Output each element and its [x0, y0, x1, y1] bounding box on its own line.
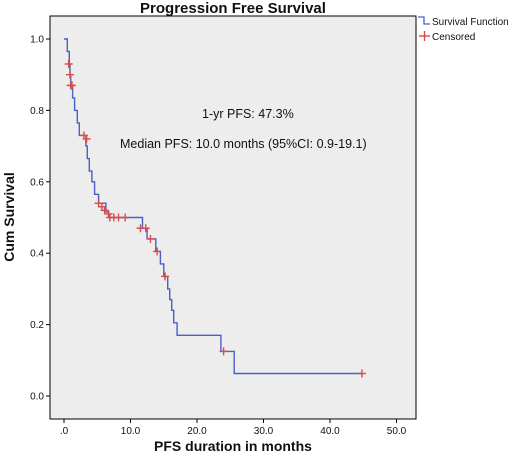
censored-marker — [219, 347, 228, 356]
survival-function-line — [64, 38, 362, 375]
series-layer — [64, 38, 366, 378]
x-tick-label: 50.0 — [387, 426, 407, 437]
y-tick-label: 1.0 — [30, 35, 44, 46]
censored-marker — [121, 213, 130, 222]
censored-marker — [146, 234, 155, 243]
censored-marker — [67, 81, 76, 90]
x-tick-label: 20.0 — [187, 426, 207, 437]
axes: 0.0 0.2 0.4 0.6 0.8 1.0 .0 10.0 20.0 30.0 40.0 50.0 — [30, 35, 407, 438]
legend-survival-function-swatch — [418, 16, 430, 25]
x-tick-label: 40.0 — [320, 426, 340, 437]
annotation-median-pfs: Median PFS: 10.0 months (95%CI: 0.9-19.1… — [120, 137, 367, 151]
censored-marker — [82, 134, 91, 143]
censored-marker — [100, 206, 109, 215]
legend-censored-swatch — [419, 31, 430, 41]
y-tick-label: 0.0 — [30, 392, 44, 403]
legend-survival-function-label: Survival Function — [432, 17, 509, 28]
censored-marker — [153, 247, 162, 256]
censored-marker — [141, 224, 150, 233]
chart-title: Progression Free Survival — [140, 0, 326, 17]
y-tick-label: 0.8 — [30, 106, 44, 117]
plot-area — [49, 15, 417, 420]
censored-marker — [104, 209, 113, 218]
censored-marker — [64, 59, 73, 68]
y-axis-label: Cum Survival — [1, 172, 17, 261]
censored-marker — [161, 272, 170, 281]
censored-marker — [65, 70, 74, 79]
x-tick-label: 30.0 — [254, 426, 274, 437]
y-tick-label: 0.2 — [30, 320, 44, 331]
legend-censored-label: Censored — [432, 32, 475, 43]
x-tick-label: 10.0 — [121, 426, 141, 437]
x-tick-label: .0 — [60, 426, 69, 437]
y-tick-label: 0.6 — [30, 177, 44, 188]
legend: Survival Function Censored — [418, 16, 509, 43]
annotation-1yr-pfs: 1-yr PFS: 47.3% — [202, 107, 294, 121]
y-tick-label: 0.4 — [30, 249, 44, 260]
censored-marker — [357, 369, 366, 378]
x-axis-label: PFS duration in months — [154, 438, 312, 454]
